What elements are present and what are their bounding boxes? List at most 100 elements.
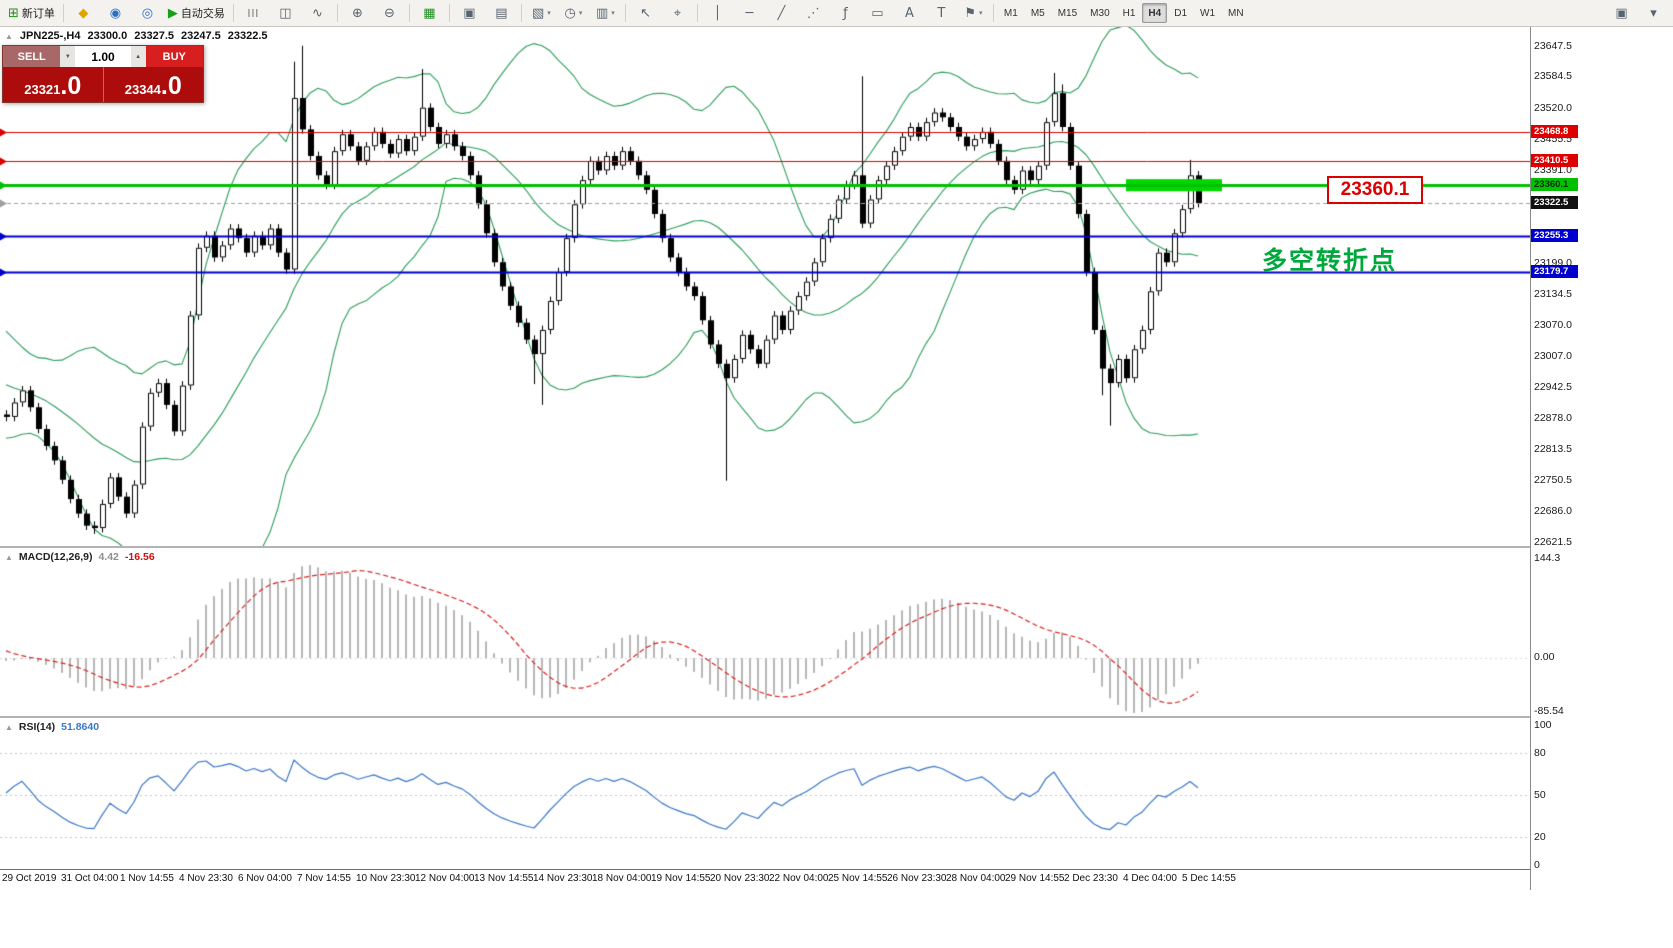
toolbar-settings-button[interactable]: ▣ xyxy=(1606,1,1637,25)
vertical-line-button[interactable]: │ xyxy=(702,1,733,25)
time-axis-label: 18 Nov 04:00 xyxy=(592,873,652,884)
collapse-icon[interactable]: ▲ xyxy=(5,31,13,41)
price-axis-label: 23647.5 xyxy=(1534,40,1572,52)
toolbar-settings-icon: ▣ xyxy=(1615,5,1628,21)
volume-input[interactable]: 1.00 xyxy=(75,46,131,67)
bar-chart-button[interactable]: ||| xyxy=(238,1,269,25)
buy-button[interactable]: BUY xyxy=(145,46,203,67)
channel-icon: ⋰ xyxy=(806,5,820,21)
market-watch-button[interactable]: ◉ xyxy=(100,1,131,25)
crosshair-button[interactable]: ⌖ xyxy=(662,1,693,25)
indicators-icon: ▦ xyxy=(423,5,436,21)
zoom-in-button[interactable]: ⊕ xyxy=(342,1,373,25)
time-axis-border xyxy=(0,869,1531,870)
time-axis-label: 5 Dec 14:55 xyxy=(1182,873,1236,884)
indicators-button[interactable]: ▦ xyxy=(414,1,445,25)
candlestick-chart-button[interactable]: ◫ xyxy=(270,1,301,25)
tile-windows-button[interactable]: ▣ xyxy=(454,1,485,25)
symbol-info: ▲ JPN225-,H4 23300.0 23327.5 23247.5 233… xyxy=(5,30,268,42)
timeframe-m1-button[interactable]: M1 xyxy=(1003,7,1018,19)
time-axis-label: 4 Dec 04:00 xyxy=(1123,873,1177,884)
fibonacci-icon: ƒ xyxy=(843,5,848,21)
auto-trading-button-label: 自动交易 xyxy=(180,8,225,20)
buy-price-main: 23344 xyxy=(124,82,161,97)
annotation-turning-point: 多空转折点 xyxy=(1262,246,1398,275)
new-order-button-label: 新订单 xyxy=(21,8,55,20)
timeframe-h4-button[interactable]: H4 xyxy=(1142,3,1168,23)
volume-decrease-button[interactable]: ▼ xyxy=(60,46,76,67)
trendline-button[interactable]: ╱ xyxy=(766,1,797,25)
ohlc-low: 23247.5 xyxy=(181,30,221,42)
time-axis-label: 6 Nov 04:00 xyxy=(238,873,292,884)
collapse-icon[interactable]: ▲ xyxy=(5,722,13,732)
price-axis-label: 23007.0 xyxy=(1534,350,1572,362)
macd-name: MACD(12,26,9) xyxy=(18,551,93,563)
macd-axis-zero: 0.00 xyxy=(1534,651,1555,663)
arrows-button[interactable]: ⚑ ▾ xyxy=(958,1,989,25)
bar-chart-icon: ||| xyxy=(247,8,260,17)
price-tag: 23410.5 xyxy=(1531,154,1578,167)
macd-panel-canvas[interactable] xyxy=(0,548,1530,716)
sell-price-button[interactable]: 23321.0 xyxy=(3,67,103,102)
trade-panel-divider xyxy=(102,67,104,102)
ohlc-open: 23300.0 xyxy=(87,30,128,42)
text-label-button[interactable]: T xyxy=(926,1,957,25)
rsi-axis-50: 50 xyxy=(1534,789,1546,801)
toolbar-separator xyxy=(696,4,698,22)
timeframe-d1-button[interactable]: D1 xyxy=(1174,7,1188,19)
timeframe-m15-button[interactable]: M15 xyxy=(1057,7,1078,19)
layouts-button[interactable]: ◆ xyxy=(68,1,99,25)
channel-button[interactable]: ⋰ xyxy=(798,1,829,25)
volume-increase-button[interactable]: ▲ xyxy=(130,46,146,67)
crosshair-icon: ⌖ xyxy=(673,5,682,21)
toolbar-more-button[interactable]: ▾ xyxy=(1638,1,1669,25)
rsi-value: 51.8640 xyxy=(61,721,100,733)
cascade-windows-icon: ▤ xyxy=(495,5,508,21)
auto-trading-icon: ▶ xyxy=(167,5,178,21)
profiles-button[interactable]: ◷ ▾ xyxy=(558,1,589,25)
toolbar-separator xyxy=(520,4,522,22)
timeframe-h1-button[interactable]: H1 xyxy=(1122,7,1136,19)
sell-button[interactable]: SELL xyxy=(3,46,61,67)
cursor-icon: ↖ xyxy=(639,5,651,21)
collapse-icon[interactable]: ▲ xyxy=(5,552,13,562)
timeframe-m30-button[interactable]: M30 xyxy=(1090,7,1110,19)
cursor-button[interactable]: ↖ xyxy=(630,1,661,25)
ohlc-high: 23327.5 xyxy=(134,30,174,42)
time-axis-label: 26 Nov 23:30 xyxy=(887,873,947,884)
fibonacci-button[interactable]: ƒ xyxy=(830,1,861,25)
panel-divider[interactable] xyxy=(0,716,1531,718)
price-axis-label: 23520.0 xyxy=(1534,102,1572,114)
time-axis-label: 14 Nov 23:30 xyxy=(533,873,593,884)
timeframe-w1-button[interactable]: W1 xyxy=(1200,7,1216,19)
buy-price-button[interactable]: 23344.0 xyxy=(104,67,204,102)
time-axis-label: 22 Nov 04:00 xyxy=(769,873,829,884)
rsi-axis-80: 80 xyxy=(1534,747,1546,759)
cascade-windows-button[interactable]: ▤ xyxy=(486,1,517,25)
shapes-button[interactable]: ▭ xyxy=(862,1,893,25)
timeframe-mn-button[interactable]: MN xyxy=(1228,7,1244,19)
zoom-in-icon: ⊕ xyxy=(351,5,363,21)
auto-trading-button[interactable]: ▶ 自动交易 xyxy=(164,1,229,25)
data-window-button[interactable]: ◎ xyxy=(132,1,163,25)
rsi-axis-20: 20 xyxy=(1534,831,1546,843)
text-button[interactable]: A xyxy=(894,1,925,25)
timeframe-m5-button[interactable]: M5 xyxy=(1030,7,1045,19)
horizontal-line-button[interactable]: ─ xyxy=(734,1,765,25)
text-label-icon: T xyxy=(937,5,946,21)
panel-divider[interactable] xyxy=(0,546,1531,548)
templates-button[interactable]: ▥ ▾ xyxy=(590,1,621,25)
line-chart-icon: ∿ xyxy=(311,5,323,21)
one-click-trading-panel: SELL ▼ 1.00 ▲ BUY 23321.0 23344.0 xyxy=(2,45,204,103)
new-order-button[interactable]: ⊞ 新订单 xyxy=(4,1,59,25)
time-axis-label: 19 Nov 14:55 xyxy=(651,873,711,884)
zoom-out-button[interactable]: ⊖ xyxy=(374,1,405,25)
sell-price-main: 23321 xyxy=(24,82,61,97)
market-watch-icon: ◉ xyxy=(109,5,122,21)
new-chart-button[interactable]: ▧ ▾ xyxy=(526,1,557,25)
price-tag: 23255.3 xyxy=(1531,229,1578,242)
main-chart-canvas[interactable] xyxy=(0,27,1530,546)
line-chart-button[interactable]: ∿ xyxy=(302,1,333,25)
rsi-panel-canvas[interactable] xyxy=(0,718,1530,869)
